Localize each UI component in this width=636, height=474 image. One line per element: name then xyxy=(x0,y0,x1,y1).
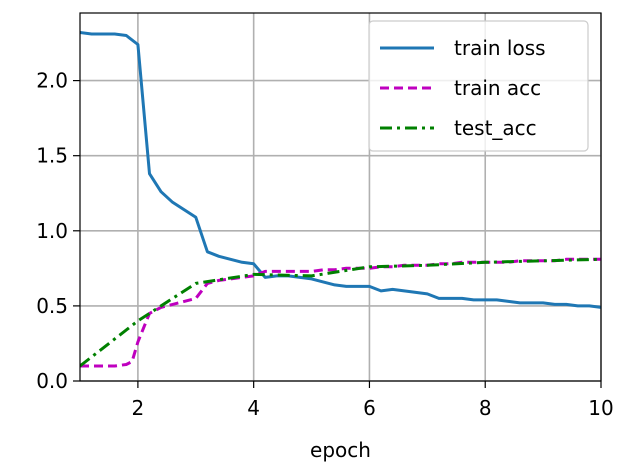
legend-frame xyxy=(368,20,589,152)
y-tick-label: 1.0 xyxy=(36,219,68,243)
legend-label: test_acc xyxy=(454,116,537,140)
x-tick-label: 4 xyxy=(247,396,260,420)
legend: train loss train acc test_acc xyxy=(368,20,589,152)
series-line-train-loss xyxy=(80,31,601,309)
series-line-train-acc xyxy=(80,257,601,368)
legend-label: train loss xyxy=(454,36,546,60)
legend-label: train acc xyxy=(454,76,541,100)
y-tick-label: 0.5 xyxy=(36,294,68,318)
series-line-test-acc xyxy=(80,257,601,368)
x-tick-label: 6 xyxy=(363,396,376,420)
series-lines xyxy=(80,31,601,368)
x-tick-label: 8 xyxy=(479,396,492,420)
axis-ticks: 2 4 6 8 10 0.0 0.5 1.0 1.5 2.0 xyxy=(36,69,614,420)
y-tick-label: 1.5 xyxy=(36,144,68,168)
x-tick-label: 10 xyxy=(588,396,613,420)
x-tick-label: 2 xyxy=(132,396,145,420)
y-tick-label: 0.0 xyxy=(36,369,68,393)
y-tick-label: 2.0 xyxy=(36,69,68,93)
x-axis-title: epoch xyxy=(310,438,371,462)
plot-frame xyxy=(79,12,602,382)
